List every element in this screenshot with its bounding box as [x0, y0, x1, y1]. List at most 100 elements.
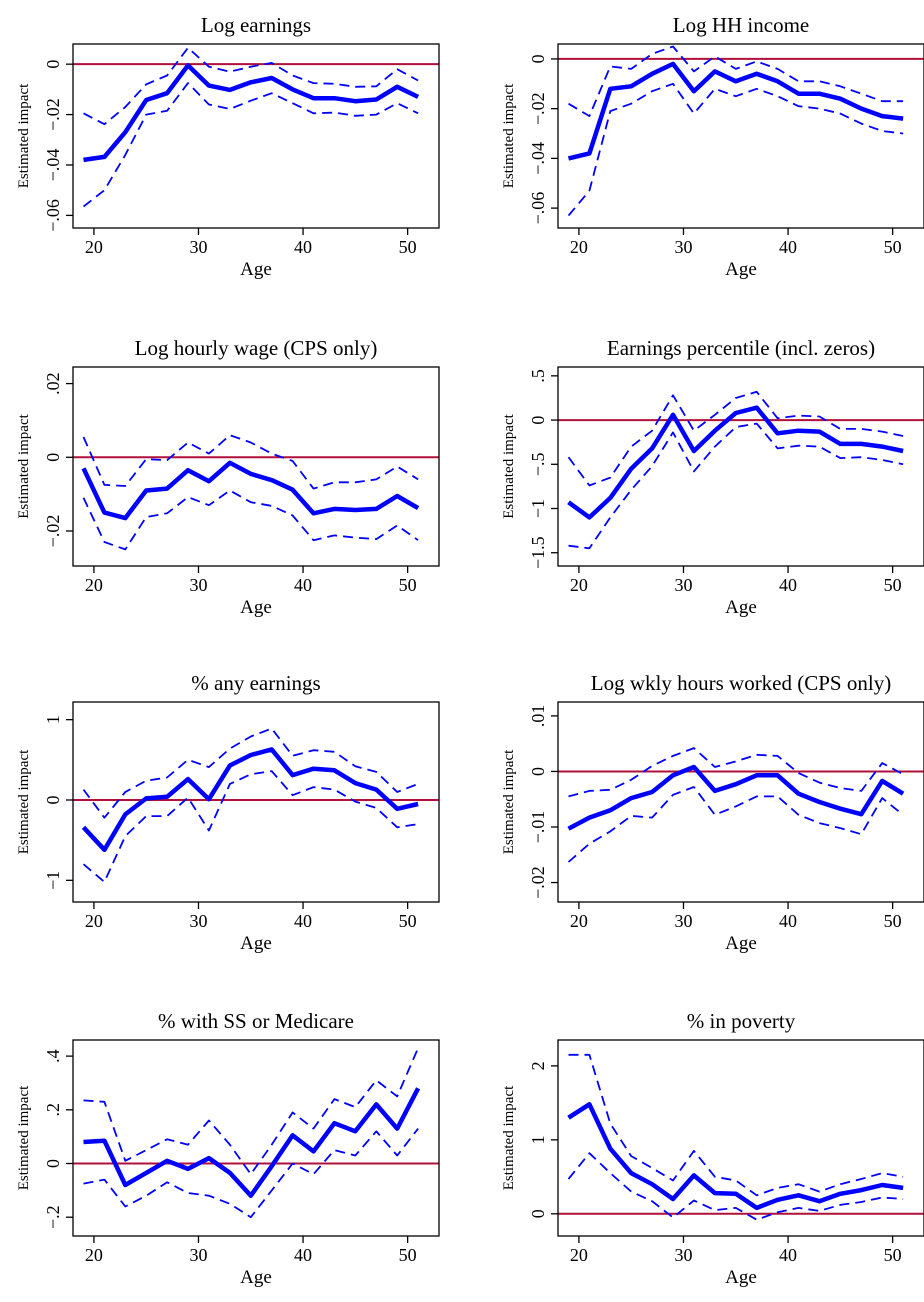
lower-ci-line: [82, 82, 419, 208]
panel-title: % any earnings: [191, 671, 320, 695]
panel-title: Log HH income: [673, 13, 809, 37]
estimate-line: [81, 460, 420, 521]
x-tick-label: 20: [85, 911, 103, 931]
estimate-line: [567, 1102, 904, 1211]
plot-frame: [557, 366, 924, 567]
x-tick-label: 50: [399, 237, 417, 257]
x-tick-label: 30: [189, 237, 207, 257]
x-axis-label: Age: [240, 1267, 272, 1288]
panel-title: Log earnings: [201, 13, 311, 37]
lower-ci-line: [567, 786, 904, 863]
x-tick-label: 40: [294, 911, 312, 931]
x-tick-label: 30: [674, 911, 692, 931]
y-tick-label: 0: [528, 1209, 548, 1218]
y-tick-label: 0: [43, 453, 63, 462]
y-tick-label: −.02: [43, 98, 63, 131]
y-tick-label: −.06: [43, 199, 63, 232]
plot-frame: [557, 701, 924, 903]
x-tick-label: 20: [570, 575, 588, 595]
plot-frame: [557, 43, 924, 229]
panel-title: Log hourly wage (CPS only): [135, 336, 378, 360]
y-tick-label: 0: [43, 795, 63, 804]
panel-title: % in poverty: [687, 1009, 796, 1033]
x-tick-label: 30: [674, 575, 692, 595]
estimate-line: [567, 405, 904, 520]
y-axis-label: Estimated impact: [501, 413, 517, 518]
x-tick-label: 40: [779, 237, 797, 257]
x-axis-label: Age: [240, 933, 272, 954]
plot-frame: [72, 1039, 440, 1237]
x-tick-label: 40: [294, 575, 312, 595]
y-tick-label: −1: [528, 499, 548, 518]
y-tick-label: .02: [43, 372, 63, 395]
y-tick-label: 2: [528, 1061, 548, 1070]
x-tick-label: 50: [884, 1245, 902, 1265]
estimate-line: [81, 747, 419, 853]
panel-5: % any earnings 20 30 40 50 −1 0 1 Age Estimated i…: [16, 671, 440, 954]
x-tick-label: 30: [674, 237, 692, 257]
y-tick-label: .2: [43, 1103, 63, 1117]
panel-3: Log hourly wage (CPS only) 20 30 40 50 −.02 0.…: [16, 336, 440, 618]
plot-frame: [72, 701, 440, 903]
estimate-line: [567, 61, 904, 161]
y-tick-label: 0: [43, 1159, 63, 1168]
panel-4: Earnings percentile (incl. zeros) 20 30 40 5…: [501, 336, 924, 618]
y-axis-label: Estimated impact: [16, 749, 32, 854]
estimate-line: [83, 63, 420, 163]
y-axis-label: Estimated impact: [16, 83, 32, 188]
upper-ci-line: [82, 727, 419, 819]
upper-ci-line: [567, 390, 904, 487]
x-tick-label: 40: [779, 911, 797, 931]
panel-title: % with SS or Medicare: [158, 1009, 354, 1033]
y-axis-label: Estimated impact: [16, 1085, 32, 1190]
x-axis-label: Age: [725, 1267, 757, 1288]
y-tick-label: −.02: [528, 92, 548, 125]
y-tick-label: 1: [43, 715, 63, 724]
y-tick-label: 0: [528, 54, 548, 63]
lower-ci-line: [567, 82, 904, 217]
y-tick-label: −1.5: [528, 536, 548, 569]
upper-ci-line: [568, 747, 904, 798]
lower-ci-line: [83, 1128, 419, 1219]
x-tick-label: 50: [399, 1245, 417, 1265]
x-tick-label: 20: [85, 237, 103, 257]
x-tick-label: 40: [779, 1245, 797, 1265]
upper-ci-line: [568, 45, 904, 117]
panel-title: Log wkly hours worked (CPS only): [591, 671, 891, 695]
x-tick-label: 40: [779, 575, 797, 595]
panel-7: % with SS or Medicare 20 30 40 50 −.2 0 .2 .4 Age…: [16, 1009, 440, 1288]
y-tick-label: −.04: [528, 142, 548, 175]
x-tick-label: 50: [884, 575, 902, 595]
y-tick-label: 1: [528, 1135, 548, 1144]
y-tick-label: .01: [528, 705, 548, 728]
y-axis-label: Estimated impact: [16, 413, 32, 518]
plot-frame: [72, 366, 440, 567]
x-axis-label: Age: [240, 259, 272, 280]
x-tick-label: 50: [399, 911, 417, 931]
x-axis-label: Age: [240, 597, 272, 618]
x-axis-label: Age: [725, 933, 757, 954]
y-tick-label: −.06: [528, 192, 548, 225]
plot-frame: [557, 1039, 924, 1237]
panel-1: Log earnings 20 30 40 50 −.06 −.04 −.02 0 Age Esti…: [16, 13, 440, 280]
y-axis-label: Estimated impact: [501, 1085, 517, 1190]
x-tick-label: 20: [85, 1245, 103, 1265]
y-tick-label: 0: [43, 60, 63, 69]
lower-ci-line: [567, 1152, 904, 1221]
y-axis-label: Estimated impact: [501, 749, 517, 854]
estimate-line: [567, 764, 905, 831]
x-axis-label: Age: [725, 259, 757, 280]
x-tick-label: 20: [570, 1245, 588, 1265]
upper-ci-line: [568, 1053, 904, 1197]
x-tick-label: 50: [884, 237, 902, 257]
x-tick-label: 30: [189, 911, 207, 931]
y-tick-label: −.5: [528, 452, 548, 476]
lower-ci-line: [568, 422, 904, 550]
x-tick-label: 20: [570, 237, 588, 257]
y-tick-label: −.04: [43, 149, 63, 182]
panel-6: Log wkly hours worked (CPS only) 20 30 40 50…: [501, 671, 924, 954]
y-tick-label: −1: [43, 871, 63, 890]
x-tick-label: 30: [674, 1245, 692, 1265]
y-tick-label: −.02: [43, 515, 63, 548]
